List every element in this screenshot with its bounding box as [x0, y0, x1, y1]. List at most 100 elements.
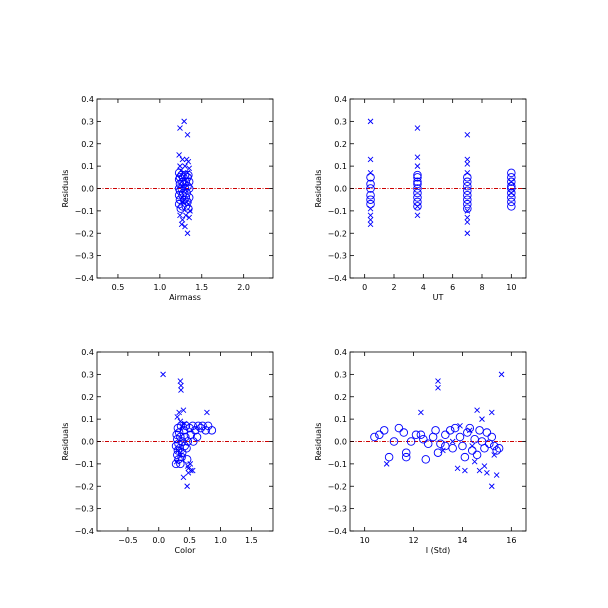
x-tick-label: 8	[479, 283, 484, 292]
circle-marker	[445, 426, 455, 435]
cross-marker	[180, 474, 187, 481]
cross-marker	[182, 163, 188, 169]
circle-marker	[413, 184, 422, 193]
cross-marker	[178, 387, 184, 393]
circle-marker	[185, 423, 194, 433]
cross-marker	[367, 170, 374, 176]
y-tick-label: 0.0	[81, 185, 94, 194]
x-tick-label: 1.0	[153, 283, 166, 292]
x-axis-label: Airmass	[169, 293, 201, 302]
circle-marker	[176, 459, 185, 469]
circle-marker	[463, 177, 472, 187]
circle-marker	[194, 421, 203, 431]
circle-marker	[507, 168, 516, 178]
circle-marker	[184, 193, 194, 202]
cross-marker	[367, 221, 374, 228]
circle-marker	[366, 190, 375, 200]
y-axis-label: Residuals	[61, 170, 70, 208]
circle-marker	[173, 450, 182, 460]
circle-marker	[177, 452, 186, 462]
circle-marker	[176, 421, 186, 431]
cross-marker	[383, 461, 390, 467]
x-tick-label: 6	[450, 283, 455, 292]
circle-marker	[182, 455, 192, 464]
cross-marker	[484, 470, 490, 476]
circle-marker	[413, 188, 422, 198]
y-tick-label: 0.4	[334, 95, 347, 104]
y-tick-label: 0.4	[81, 348, 94, 357]
circle-marker	[455, 432, 465, 442]
cross-marker	[464, 230, 471, 237]
y-tick-label: 0.1	[334, 162, 347, 171]
circle-marker	[174, 439, 183, 448]
y-tick-label: −0.1	[328, 207, 347, 216]
cross-marker	[184, 483, 190, 490]
y-tick-label: 0.2	[334, 140, 347, 149]
x-tick-label: 0.5	[112, 283, 125, 292]
y-tick-label: −0.2	[328, 482, 347, 491]
cross-marker	[464, 131, 471, 138]
cross-marker	[204, 409, 210, 416]
circle-marker	[463, 182, 472, 191]
cross-marker	[464, 156, 471, 163]
circle-marker	[463, 199, 472, 209]
cross-marker	[181, 118, 187, 125]
x-tick-label: −0.5	[118, 536, 137, 545]
cross-marker	[177, 125, 183, 131]
cross-marker	[414, 203, 421, 210]
circle-marker	[366, 179, 375, 189]
y-axis-label: Residuals	[314, 170, 323, 208]
cross-marker	[508, 178, 515, 185]
y-tick-label: −0.1	[75, 460, 94, 469]
cross-marker	[176, 152, 182, 158]
x-tick-label: 1.0	[214, 536, 227, 545]
circle-marker	[507, 202, 516, 211]
circle-marker	[190, 426, 200, 435]
x-axis-label: Color	[175, 546, 197, 555]
circle-marker	[201, 426, 210, 435]
circle-marker	[384, 452, 394, 462]
cross-marker	[488, 409, 495, 416]
cross-marker	[186, 214, 193, 221]
circle-marker	[436, 439, 445, 448]
cross-marker	[177, 212, 183, 219]
y-tick-label: 0.0	[334, 438, 347, 447]
circle-marker	[413, 193, 422, 202]
circle-marker	[175, 179, 185, 189]
circle-marker	[465, 423, 475, 433]
circle-marker	[401, 452, 411, 462]
cross-marker	[414, 154, 421, 160]
circle-marker	[413, 202, 422, 211]
circle-marker	[389, 437, 399, 446]
circle-marker	[173, 423, 183, 433]
x-tick-label: 1.5	[245, 536, 258, 545]
cross-marker	[435, 384, 441, 391]
y-tick-label: 0.3	[334, 370, 347, 379]
cross-marker	[414, 163, 421, 169]
circle-marker	[370, 432, 379, 442]
circle-marker	[366, 173, 375, 182]
circle-marker	[182, 443, 191, 453]
circle-marker	[198, 421, 207, 431]
cross-marker	[474, 407, 480, 413]
circle-marker	[470, 435, 479, 444]
cross-marker	[457, 423, 463, 429]
circle-marker	[379, 426, 389, 435]
circle-marker	[183, 437, 193, 446]
circle-marker	[181, 202, 191, 211]
x-tick-label: 2	[391, 283, 396, 292]
circle-marker	[413, 179, 422, 189]
cross-marker	[186, 165, 193, 172]
y-tick-label: −0.1	[75, 207, 94, 216]
circle-marker	[463, 195, 472, 204]
cross-marker	[462, 467, 468, 474]
circle-marker	[507, 197, 516, 207]
x-tick-label: 1.5	[195, 283, 208, 292]
circle-marker	[176, 432, 185, 442]
y-axis-label: Residuals	[314, 423, 323, 461]
circle-marker	[433, 448, 443, 457]
circle-marker	[413, 170, 422, 180]
cross-marker	[174, 414, 181, 420]
circle-marker	[507, 193, 516, 202]
y-tick-label: 0.0	[334, 185, 347, 194]
